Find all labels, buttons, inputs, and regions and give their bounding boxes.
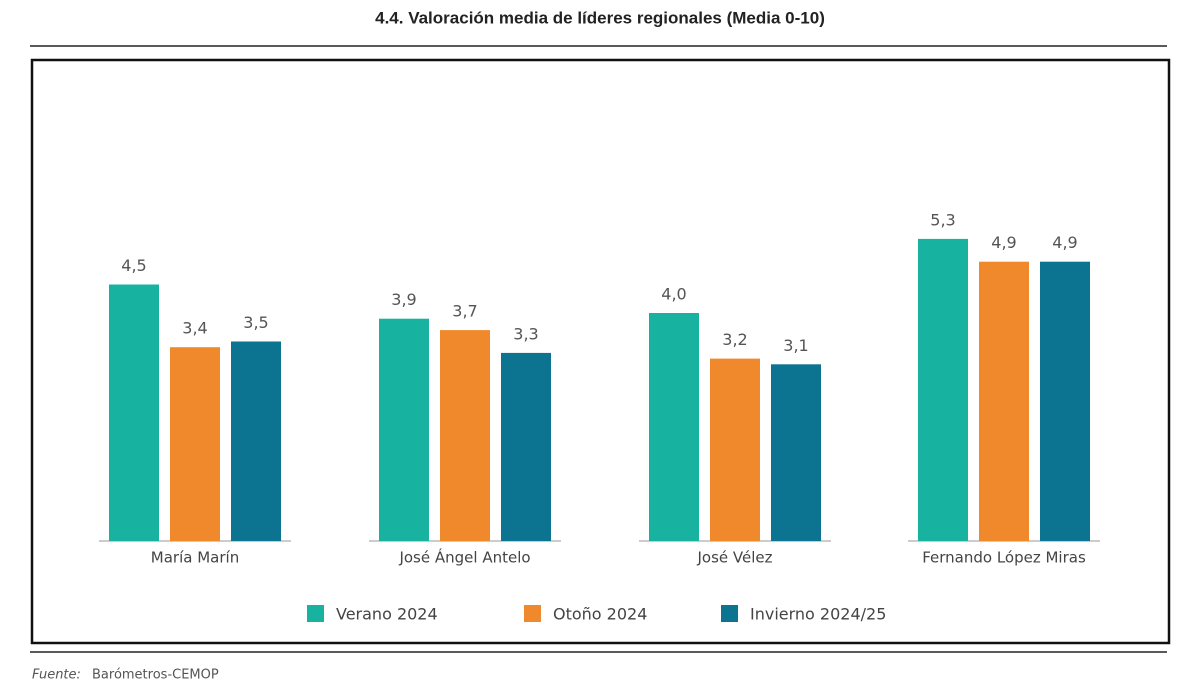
x-tick-label: José Ángel Antelo (398, 548, 530, 567)
x-tick-label: María Marín (151, 549, 239, 567)
value-label: 4,5 (121, 256, 146, 275)
bar (170, 347, 220, 541)
bar (979, 261, 1029, 541)
bar (918, 238, 968, 541)
legend-label: Otoño 2024 (553, 605, 647, 624)
value-label: 3,5 (243, 313, 268, 332)
x-tick-label: Fernando López Miras (922, 549, 1086, 567)
value-label: 3,9 (391, 290, 416, 309)
value-label: 3,4 (182, 319, 207, 338)
chart-title: 4.4. Valoración media de líderes regiona… (375, 8, 825, 27)
source: Barómetros-CEMOP (92, 668, 219, 683)
value-label: 3,2 (722, 330, 747, 349)
value-label: 3,3 (513, 324, 538, 343)
source-label: Fuente: (32, 668, 81, 683)
bar (771, 364, 821, 541)
bar (231, 341, 281, 541)
legend-swatch (721, 605, 738, 622)
legend-label: Invierno 2024/25 (750, 605, 886, 624)
value-label: 5,3 (930, 210, 955, 229)
bar (649, 313, 699, 541)
x-tick-label: José Vélez (696, 549, 772, 567)
bar (710, 358, 760, 541)
bar (440, 330, 490, 541)
bar (1040, 261, 1090, 541)
value-label: 4,9 (991, 233, 1016, 252)
bar (379, 318, 429, 541)
legend-swatch (307, 605, 324, 622)
value-label: 3,1 (783, 336, 808, 355)
value-label: 3,7 (452, 302, 477, 321)
chart-frame (30, 58, 1171, 645)
value-label: 4,9 (1052, 233, 1077, 252)
bar (109, 284, 159, 541)
legend-label: Verano 2024 (336, 605, 438, 624)
legend-swatch (524, 605, 541, 622)
bar (501, 352, 551, 541)
value-label: 4,0 (661, 285, 686, 304)
